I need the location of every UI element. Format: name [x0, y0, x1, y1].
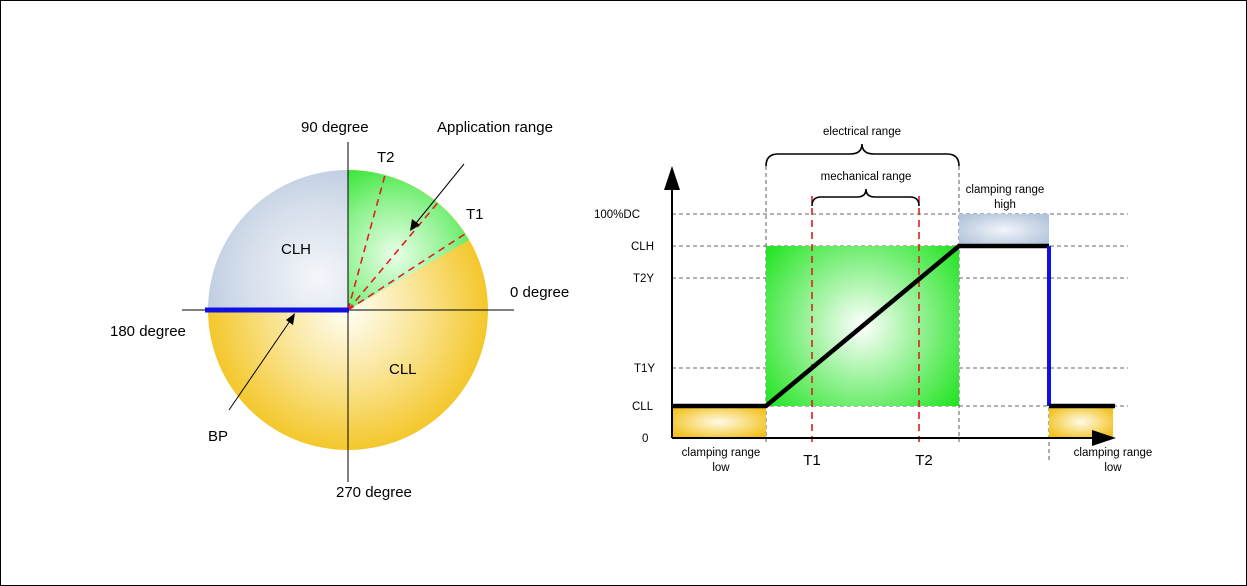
range-graph: 100%DC CLH T2Y T1Y CLL 0 electrical rang… [594, 126, 1152, 474]
label-180-degree: 180 degree [110, 323, 186, 340]
x-label-t1: T1 [803, 452, 821, 469]
electrical-range-brace [765, 143, 960, 167]
y-label-0: 0 [642, 433, 648, 445]
label-t2-pie: T2 [377, 149, 395, 166]
y-label-t2y: T2Y [633, 273, 654, 285]
bp-pointer [228, 317, 293, 411]
x-label-t2: T2 [915, 452, 933, 469]
clamping-low-right-label-line1: clamping range [1074, 447, 1153, 459]
mechanical-range-label: mechanical range [821, 171, 912, 183]
output-characteristic-line [672, 243, 1049, 409]
clamping-high-label-line1: clamping range [966, 184, 1045, 196]
label-cll-pie: CLL [389, 361, 417, 378]
y-label-t1y: T1Y [634, 363, 655, 375]
y-label-cll: CLL [632, 401, 654, 413]
label-0-degree: 0 degree [510, 284, 569, 301]
angle-pie-diagram: 90 degree Application range T2 T1 CLH 0 … [110, 119, 569, 501]
y-label-100dc: 100%DC [594, 209, 640, 221]
clamping-low-right-label-line2: low [1104, 462, 1122, 474]
x-axis-arrowhead [1092, 430, 1116, 446]
application-range-pointer [411, 163, 465, 229]
label-270-degree: 270 degree [336, 484, 412, 501]
label-90-degree: 90 degree [301, 119, 369, 136]
application-range-sector [348, 170, 469, 310]
clh-sector [208, 170, 348, 310]
label-t1-pie: T1 [466, 206, 484, 223]
label-bp: BP [208, 428, 228, 445]
clamping-range-high-box [959, 214, 1049, 246]
y-axis-arrowhead [664, 166, 680, 190]
clamping-low-left-label-line1: clamping range [682, 447, 761, 459]
clamping-low-left-label-line2: low [712, 462, 730, 474]
clamping-range-low-right-box [1049, 406, 1113, 438]
clamping-high-label-line2: high [994, 199, 1016, 211]
electrical-range-label: electrical range [823, 126, 901, 138]
mechanical-range-brace [811, 188, 920, 207]
label-clh-pie: CLH [281, 241, 311, 258]
label-application-range: Application range [437, 119, 553, 136]
bp-arrowhead [286, 313, 295, 325]
application-range-arrowhead [410, 219, 420, 231]
y-label-clh: CLH [631, 241, 654, 253]
clamping-range-low-left-box [672, 406, 766, 438]
